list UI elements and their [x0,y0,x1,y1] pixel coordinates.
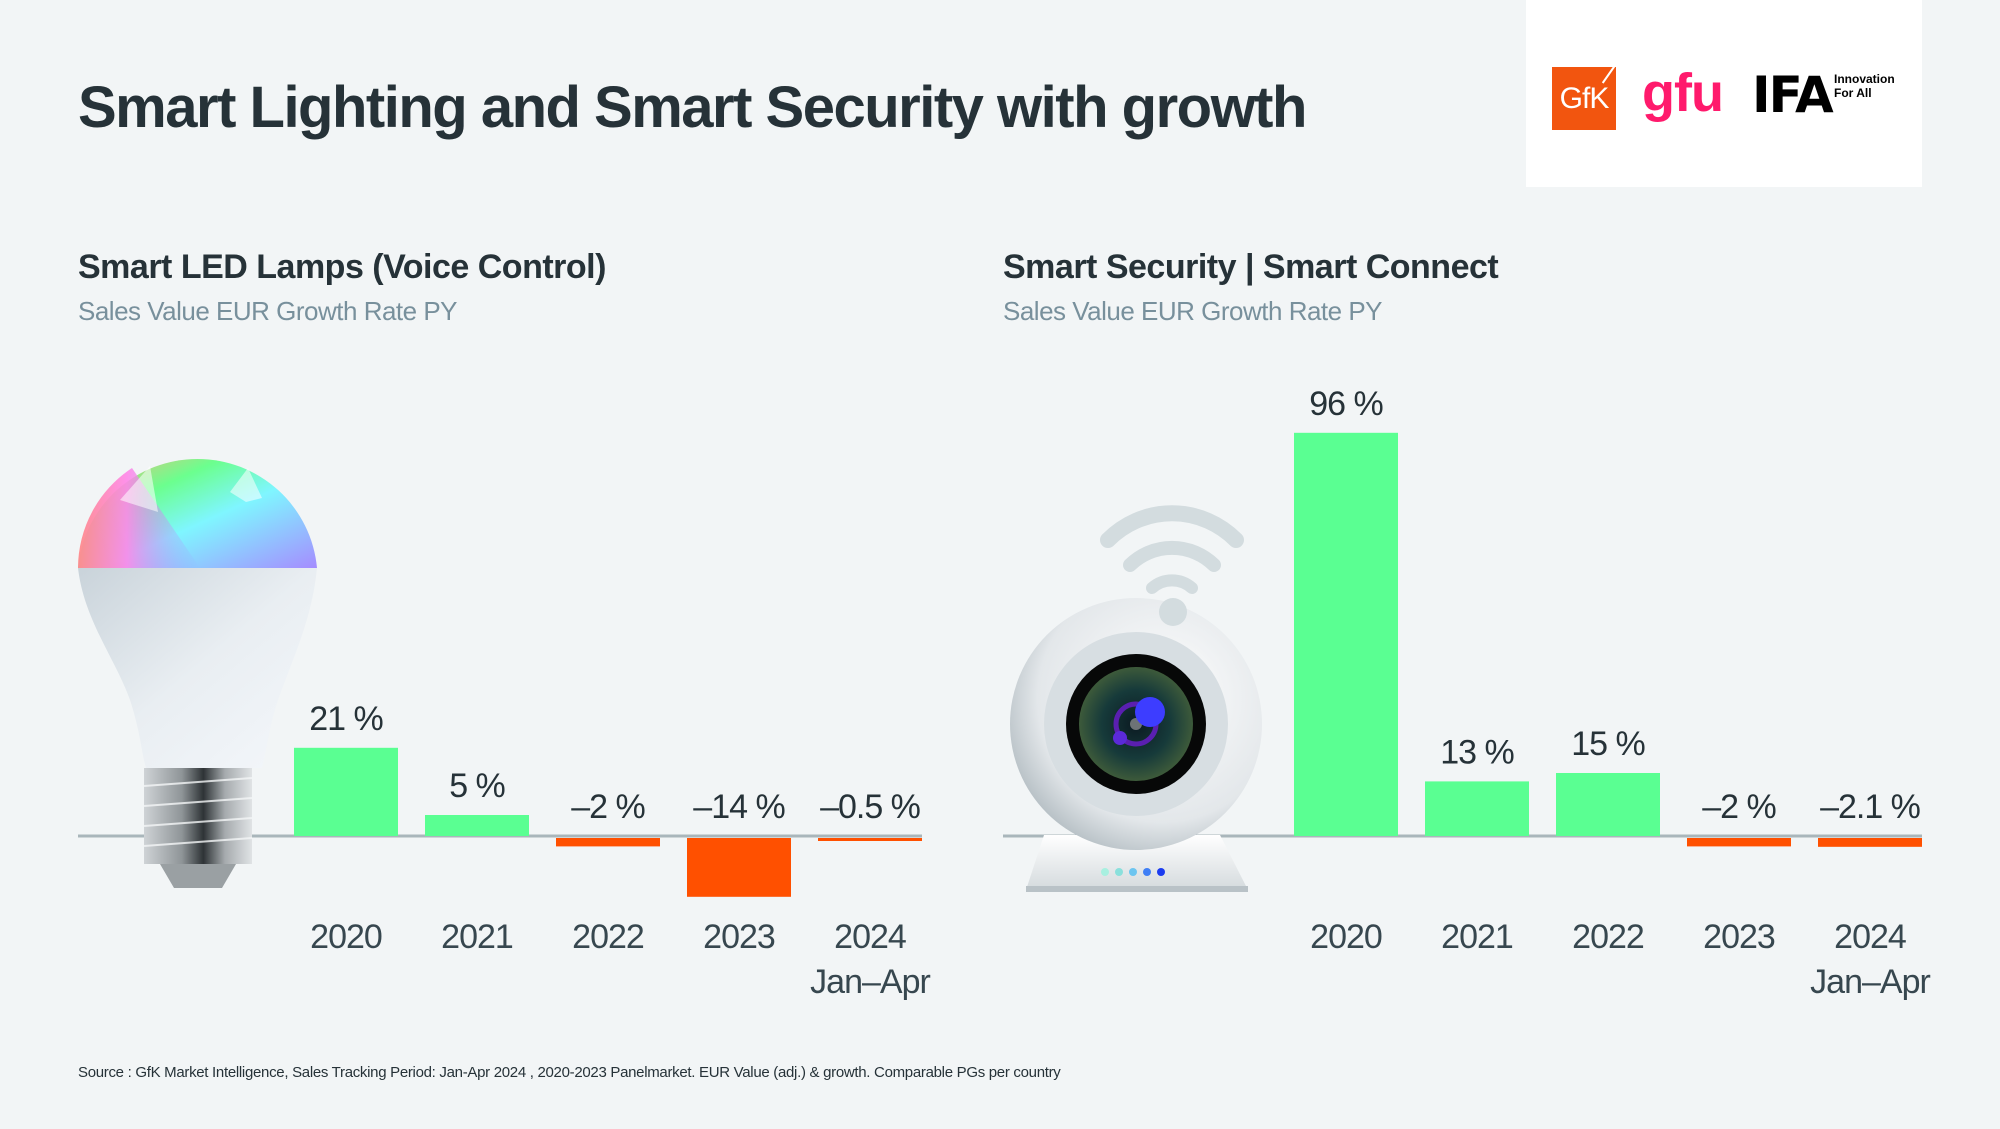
left-category-label-2023: 2023 [703,918,775,956]
right-value-label-2022: 15 % [1571,725,1645,763]
right-chart-bars: 96 % 2020 13 % 2021 15 % 2022 –2 % 2023 –2.1 % 20… [1294,385,1931,1001]
right-category-label-2020: 2020 [1310,918,1382,956]
right-value-label-2024: –2.1 % [1820,788,1921,826]
right-chart-subtitle: Sales Value EUR Growth Rate PY [1003,296,1383,326]
left-value-label-2020: 21 % [309,700,383,738]
left-category-sublabel-2024: Jan–Apr [810,963,930,1001]
left-value-label-2021: 5 % [449,767,505,805]
gfu-logo: gfu [1642,63,1724,123]
right-bar-2022 [1556,773,1660,836]
ifa-tagline-line2: For All [1834,86,1872,100]
security-camera-illustration [1010,505,1262,892]
left-category-label-2021: 2021 [441,918,513,956]
right-value-label-2021: 13 % [1440,733,1514,771]
left-bar-2023 [687,838,791,897]
left-bar-2022 [556,838,660,847]
left-category-label-2022: 2022 [572,918,644,956]
page-title: Smart Lighting and Smart Security with g… [78,75,1307,140]
right-bar-2020 [1294,432,1398,836]
source-note: Source : GfK Market Intelligence, Sales … [78,1064,1061,1081]
left-value-label-2024: –0.5 % [820,788,921,826]
right-category-sublabel-2024: Jan–Apr [1810,963,1930,1001]
right-value-label-2020: 96 % [1309,385,1383,423]
right-bar-2024 [1818,838,1922,847]
right-bar-2023 [1687,838,1791,847]
left-chart-title: Smart LED Lamps (Voice Control) [78,248,606,286]
gfk-logo: GfK [1552,67,1616,130]
left-value-label-2022: –2 % [571,788,645,826]
left-category-label-2020: 2020 [310,918,382,956]
right-category-label-2022: 2022 [1572,918,1644,956]
left-value-label-2023: –14 % [693,788,785,826]
left-category-label-2024: 2024 [834,918,906,956]
right-category-label-2021: 2021 [1441,918,1513,956]
ifa-logo: IFA [1752,66,1834,124]
left-bar-2020 [294,747,398,836]
left-chart-bars: 21 % 2020 5 % 2021 –2 % 2022 –14 % 2023 –0.5 % 20… [294,700,931,1001]
logo-panel: GfK gfu IFA Innovation For All [1526,0,1922,187]
left-bar-2024 [818,838,922,841]
right-bar-2021 [1425,781,1529,836]
left-bar-2021 [425,815,529,836]
right-category-label-2024: 2024 [1834,918,1906,956]
right-value-label-2023: –2 % [1702,788,1776,826]
left-chart-subtitle: Sales Value EUR Growth Rate PY [78,296,458,326]
right-category-label-2023: 2023 [1703,918,1775,956]
ifa-tagline: Innovation For All [1834,72,1895,100]
ifa-tagline-line1: Innovation [1834,72,1895,86]
right-chart-title: Smart Security | Smart Connect [1003,248,1499,286]
smart-bulb-illustration [78,458,317,888]
